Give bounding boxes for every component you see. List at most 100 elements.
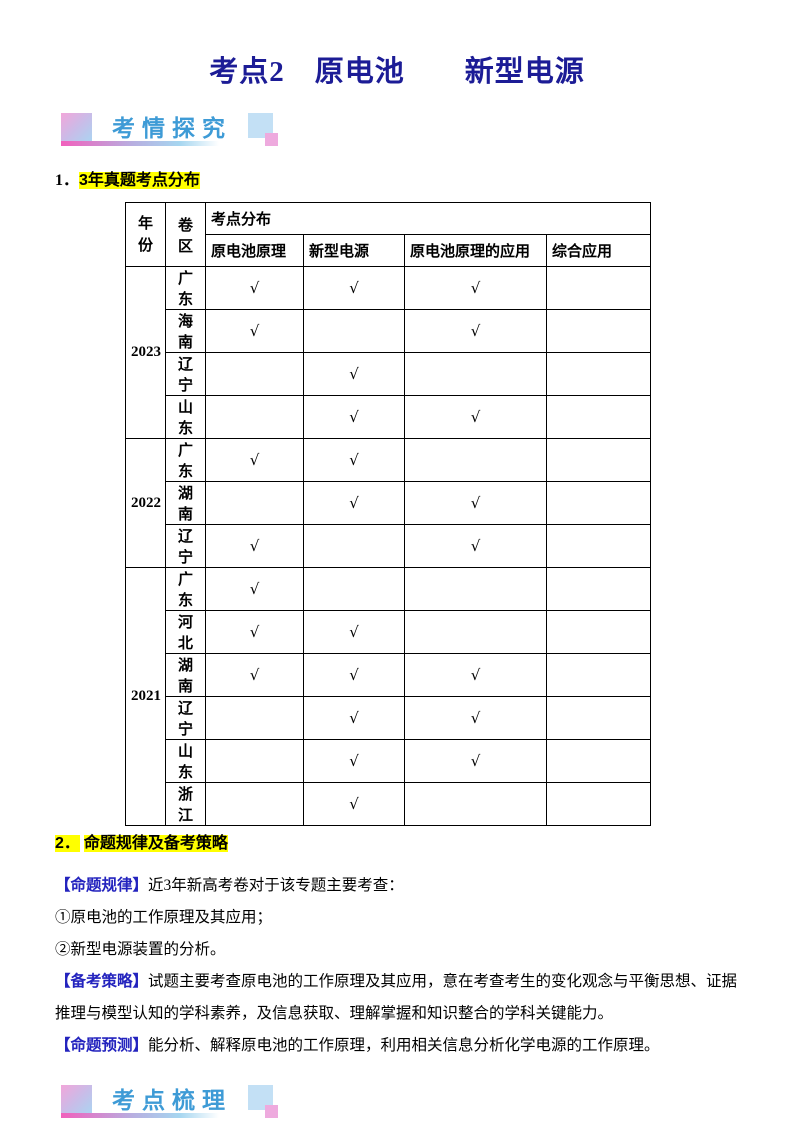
region-cell: 辽宁 <box>165 524 206 568</box>
check-mark-cell: √ <box>303 739 405 783</box>
check-mark-cell: √ <box>404 266 547 310</box>
check-mark-cell: √ <box>303 696 405 740</box>
check-mark-cell: √ <box>205 653 304 697</box>
empty-cell <box>303 567 405 611</box>
header-distribution: 考点分布 <box>204 202 652 235</box>
header-year: 年 份 <box>125 202 166 267</box>
para-strategy: 【备考策略】试题主要考查原电池的工作原理及其应用，意在考查考生的变化观念与平衡思… <box>55 966 739 1030</box>
check-mark-cell: √ <box>404 309 547 353</box>
header-col-principle: 原电池原理 <box>205 234 304 267</box>
empty-cell <box>545 739 652 783</box>
item1-label: 3年真题考点分布 <box>79 172 200 189</box>
table-row: 海南 √ √ <box>126 309 652 353</box>
empty-cell <box>545 309 652 353</box>
para-point-1-text: ①原电池的工作原理及其应用； <box>55 909 273 926</box>
check-mark-cell: √ <box>303 395 405 439</box>
empty-cell <box>205 352 304 396</box>
header-region: 卷区 <box>165 202 206 267</box>
item2-label: 命题规律及备考策略 <box>83 835 228 852</box>
year-cell: 2022 <box>125 438 166 568</box>
check-mark-cell: √ <box>404 481 547 525</box>
pink-square-icon <box>265 132 278 146</box>
check-mark-cell: √ <box>303 266 405 310</box>
empty-cell <box>404 352 547 396</box>
check-mark-cell: √ <box>303 782 405 826</box>
region-cell: 广东 <box>165 567 206 611</box>
check-mark-cell: √ <box>205 309 304 353</box>
empty-cell <box>545 610 652 654</box>
empty-cell <box>404 610 547 654</box>
region-cell: 河北 <box>165 610 206 654</box>
section-badge-label: 考点梳理 <box>112 1087 232 1113</box>
table-row: 湖南 √ √ <box>126 481 652 525</box>
check-mark-cell: √ <box>205 438 304 482</box>
check-mark-cell: √ <box>205 610 304 654</box>
gradient-underline-bar <box>61 1113 219 1118</box>
item2-heading: 2． 命题规律及备考策略 <box>55 833 739 855</box>
check-mark-cell: √ <box>404 739 547 783</box>
para-prediction-label: 【命题预测】 <box>55 1037 149 1054</box>
empty-cell <box>404 567 547 611</box>
section-badge-label: 考情探究 <box>112 115 232 141</box>
para-prediction-text: 能分析、解释原电池的工作原理，利用相关信息分析化学电源的工作原理。 <box>148 1037 660 1054</box>
para-prediction: 【命题预测】能分析、解释原电池的工作原理，利用相关信息分析化学电源的工作原理。 <box>55 1030 739 1062</box>
empty-cell <box>545 266 652 310</box>
check-mark-cell: √ <box>205 567 304 611</box>
header-col-application: 原电池原理的应用 <box>404 234 547 267</box>
gradient-underline-bar <box>61 141 219 146</box>
table-row: 辽宁 √ √ <box>126 696 652 740</box>
para-rule: 【命题规律】近3年新高考卷对于该专题主要考查： <box>55 870 739 902</box>
table-row: 河北 √ √ <box>126 610 652 654</box>
item1-heading: 1．3年真题考点分布 <box>55 170 739 192</box>
empty-cell <box>404 438 547 482</box>
item2-number: 2． <box>55 835 80 852</box>
item1-number: 1． <box>55 172 80 189</box>
check-mark-cell: √ <box>303 653 405 697</box>
region-cell: 广东 <box>165 438 206 482</box>
blue-square-icon <box>248 112 278 146</box>
region-cell: 山东 <box>165 395 206 439</box>
section-badge-outline: 考点梳理 <box>61 1080 739 1120</box>
para-strategy-text: 试题主要考查原电池的工作原理及其应用，意在考查考生的变化观念与平衡思想、证据推理… <box>55 973 738 1022</box>
empty-cell <box>303 524 405 568</box>
table-row: 辽宁 √ <box>126 352 652 396</box>
empty-cell <box>545 481 652 525</box>
region-cell: 辽宁 <box>165 696 206 740</box>
empty-cell <box>404 782 547 826</box>
check-mark-cell: √ <box>404 653 547 697</box>
blue-square-icon <box>248 1084 278 1118</box>
empty-cell <box>205 782 304 826</box>
empty-cell <box>545 524 652 568</box>
empty-cell <box>545 352 652 396</box>
check-mark-cell: √ <box>404 395 547 439</box>
empty-cell <box>303 309 405 353</box>
empty-cell <box>545 395 652 439</box>
empty-cell <box>205 481 304 525</box>
region-cell: 湖南 <box>165 481 206 525</box>
header-col-comprehensive: 综合应用 <box>545 234 652 267</box>
check-mark-cell: √ <box>303 438 405 482</box>
year-cell: 2021 <box>125 567 166 826</box>
para-point-2-text: ②新型电源装置的分析。 <box>55 941 226 958</box>
check-mark-cell: √ <box>205 266 304 310</box>
para-point-2: ②新型电源装置的分析。 <box>55 934 739 966</box>
page-title: 考点2 原电池 新型电源 <box>209 56 585 88</box>
region-cell: 辽宁 <box>165 352 206 396</box>
empty-cell <box>545 653 652 697</box>
check-mark-cell: √ <box>404 696 547 740</box>
empty-cell <box>545 567 652 611</box>
empty-cell <box>205 395 304 439</box>
year-cell: 2023 <box>125 266 166 439</box>
table-row: 2022 广东 √ √ <box>125 438 652 568</box>
table-row: 山东 √ √ <box>126 739 652 783</box>
region-cell: 广东 <box>165 266 206 310</box>
check-mark-cell: √ <box>303 610 405 654</box>
para-strategy-label: 【备考策略】 <box>55 973 149 990</box>
region-cell: 山东 <box>165 739 206 783</box>
empty-cell <box>205 739 304 783</box>
check-mark-cell: √ <box>205 524 304 568</box>
region-cell: 海南 <box>165 309 206 353</box>
gradient-square-icon <box>61 1084 92 1116</box>
table-header-row-1: 年 份 卷区 考点分布 <box>125 202 652 267</box>
